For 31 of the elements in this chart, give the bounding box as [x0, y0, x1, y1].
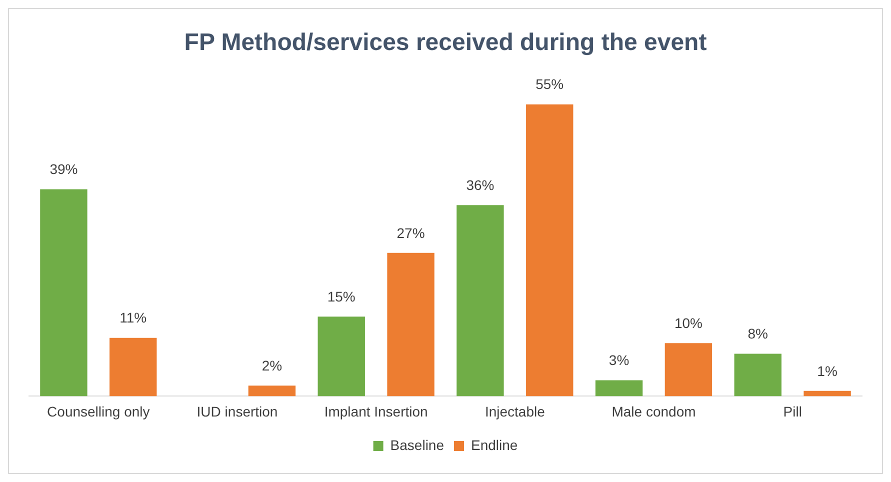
data-label: 15%: [327, 288, 356, 304]
bar: [40, 189, 88, 396]
bar: [456, 205, 504, 396]
data-label: 27%: [396, 224, 425, 241]
bar: [664, 343, 712, 396]
bar: [804, 390, 851, 396]
data-label: 39%: [50, 161, 78, 178]
data-label: 10%: [674, 314, 702, 331]
legend-label: Baseline: [390, 436, 444, 453]
x-tick-label: Pill: [783, 403, 802, 420]
bar: [595, 380, 643, 396]
x-tick-label: Male condom: [612, 403, 696, 420]
data-label: 36%: [466, 177, 494, 194]
x-tick-label: IUD insertion: [196, 403, 278, 420]
data-label: 55%: [536, 76, 564, 92]
chart-title: FP Method/services received during the event: [184, 29, 707, 56]
data-label: 1%: [817, 362, 838, 379]
x-tick-label: Counselling only: [47, 403, 150, 420]
x-tick-label: Injectable: [484, 403, 546, 420]
x-tick-label: Implant Insertion: [324, 403, 428, 420]
data-label: 8%: [748, 326, 768, 342]
data-label: 2%: [262, 357, 282, 374]
bar: [318, 316, 365, 396]
data-label: 11%: [120, 310, 147, 326]
bar: [734, 354, 782, 396]
bar: [248, 386, 296, 396]
legend-label: Endline: [471, 436, 518, 453]
data-label: 3%: [608, 352, 630, 368]
bar: [110, 338, 157, 396]
bar: [387, 252, 434, 396]
bar: [526, 104, 574, 396]
